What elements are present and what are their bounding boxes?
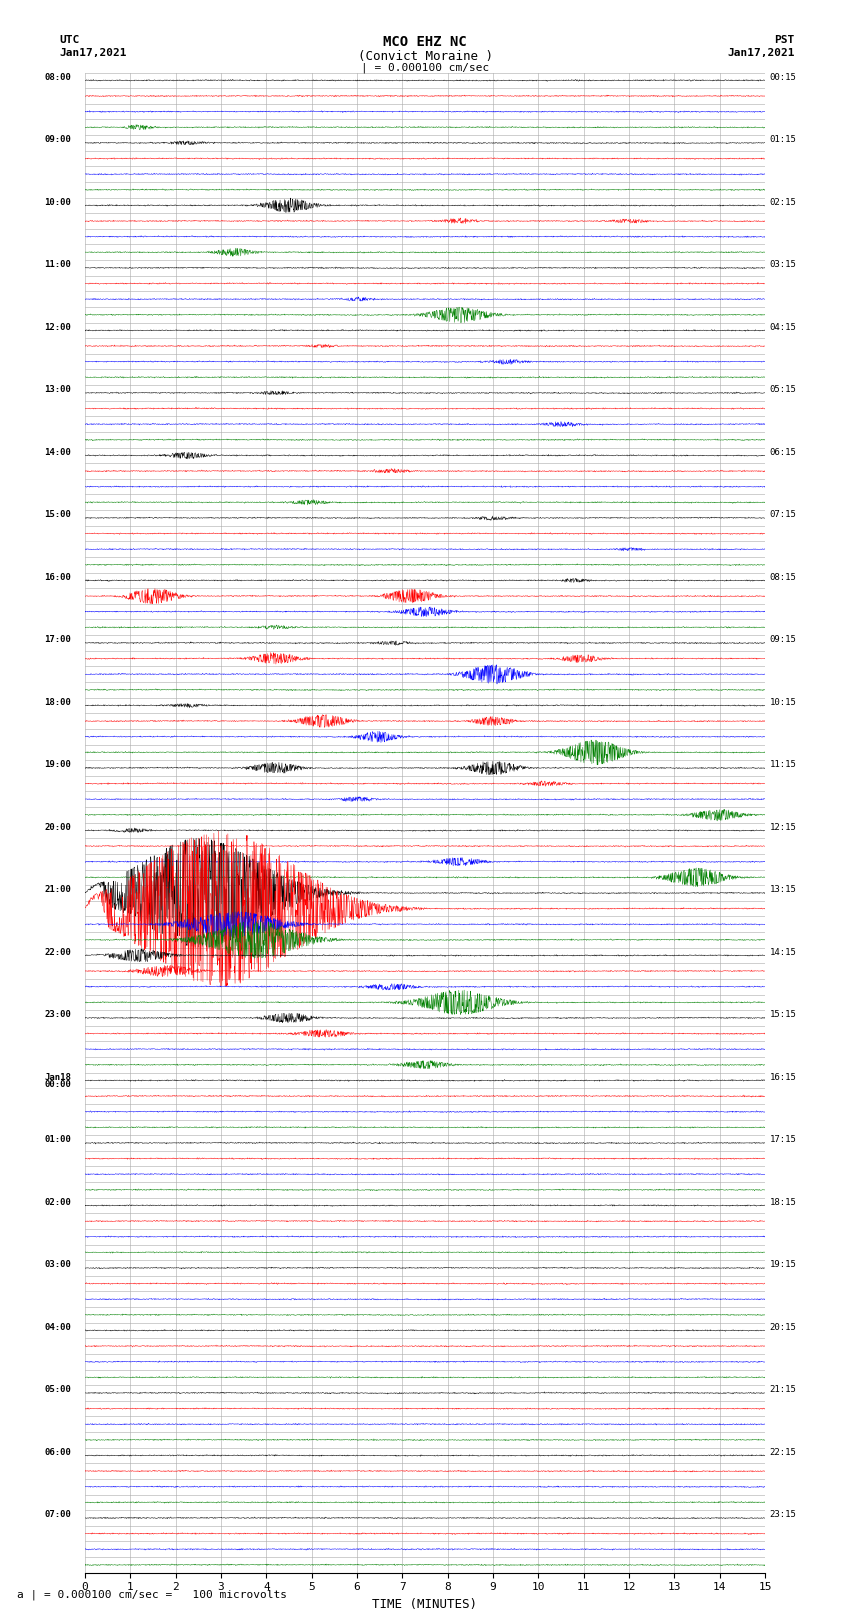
Text: 16:15: 16:15	[769, 1073, 796, 1082]
Text: 03:00: 03:00	[44, 1260, 71, 1269]
Text: 00:00: 00:00	[44, 1081, 71, 1089]
Text: 09:00: 09:00	[44, 135, 71, 144]
Text: 05:00: 05:00	[44, 1386, 71, 1394]
Text: 01:15: 01:15	[769, 135, 796, 144]
Text: 08:00: 08:00	[44, 73, 71, 82]
Text: 03:15: 03:15	[769, 260, 796, 269]
Text: 05:15: 05:15	[769, 386, 796, 394]
Text: 04:15: 04:15	[769, 323, 796, 332]
Text: 10:00: 10:00	[44, 198, 71, 206]
Text: 15:15: 15:15	[769, 1010, 796, 1019]
X-axis label: TIME (MINUTES): TIME (MINUTES)	[372, 1598, 478, 1611]
Text: 13:00: 13:00	[44, 386, 71, 394]
Text: 01:00: 01:00	[44, 1136, 71, 1144]
Text: Jan17,2021: Jan17,2021	[728, 48, 795, 58]
Text: (Convict Moraine ): (Convict Moraine )	[358, 50, 492, 63]
Text: 02:00: 02:00	[44, 1197, 71, 1207]
Text: 17:00: 17:00	[44, 636, 71, 644]
Text: 14:00: 14:00	[44, 448, 71, 456]
Text: 18:15: 18:15	[769, 1197, 796, 1207]
Text: 08:15: 08:15	[769, 573, 796, 582]
Text: 18:00: 18:00	[44, 697, 71, 706]
Text: 23:00: 23:00	[44, 1010, 71, 1019]
Text: | = 0.000100 cm/sec: | = 0.000100 cm/sec	[361, 63, 489, 74]
Text: 00:15: 00:15	[769, 73, 796, 82]
Text: 04:00: 04:00	[44, 1323, 71, 1332]
Text: 06:00: 06:00	[44, 1448, 71, 1457]
Text: Jan18: Jan18	[44, 1073, 71, 1082]
Text: 20:00: 20:00	[44, 823, 71, 832]
Text: 11:00: 11:00	[44, 260, 71, 269]
Text: MCO EHZ NC: MCO EHZ NC	[383, 35, 467, 50]
Text: 12:15: 12:15	[769, 823, 796, 832]
Text: 17:15: 17:15	[769, 1136, 796, 1144]
Text: 14:15: 14:15	[769, 948, 796, 957]
Text: 19:15: 19:15	[769, 1260, 796, 1269]
Text: 13:15: 13:15	[769, 886, 796, 894]
Text: 02:15: 02:15	[769, 198, 796, 206]
Text: 19:00: 19:00	[44, 760, 71, 769]
Text: a | = 0.000100 cm/sec =   100 microvolts: a | = 0.000100 cm/sec = 100 microvolts	[17, 1589, 287, 1600]
Text: 20:15: 20:15	[769, 1323, 796, 1332]
Text: 15:00: 15:00	[44, 510, 71, 519]
Text: 23:15: 23:15	[769, 1510, 796, 1519]
Text: 11:15: 11:15	[769, 760, 796, 769]
Text: UTC: UTC	[60, 35, 80, 45]
Text: 16:00: 16:00	[44, 573, 71, 582]
Text: 09:15: 09:15	[769, 636, 796, 644]
Text: 22:15: 22:15	[769, 1448, 796, 1457]
Text: 22:00: 22:00	[44, 948, 71, 957]
Text: PST: PST	[774, 35, 795, 45]
Text: Jan17,2021: Jan17,2021	[60, 48, 127, 58]
Text: 21:15: 21:15	[769, 1386, 796, 1394]
Text: 10:15: 10:15	[769, 697, 796, 706]
Text: 07:15: 07:15	[769, 510, 796, 519]
Text: 12:00: 12:00	[44, 323, 71, 332]
Text: 06:15: 06:15	[769, 448, 796, 456]
Text: 07:00: 07:00	[44, 1510, 71, 1519]
Text: 21:00: 21:00	[44, 886, 71, 894]
